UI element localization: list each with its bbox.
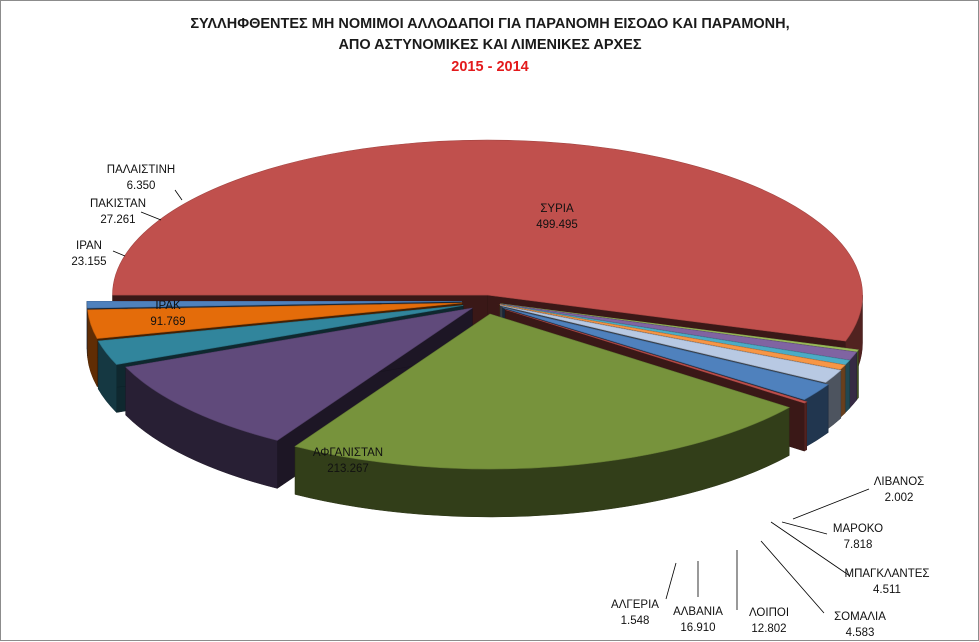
slice-label-name: ΠΑΚΙΣΤΑΝ <box>90 198 146 210</box>
leader-line <box>665 562 677 600</box>
slice-label-value: 499.495 <box>536 219 578 231</box>
slice-label-name: ΜΑΡΟΚΟ <box>833 523 883 535</box>
chart-subtitle: 2015 - 2014 <box>451 59 528 75</box>
slice-label-name: ΣΟΜΑΛΙΑ <box>834 611 886 623</box>
slice-label-name: ΑΛΓΕΡΙΑ <box>611 599 659 611</box>
pie-slice <box>294 313 790 518</box>
slice-label-value: 23.155 <box>71 256 106 268</box>
chart-title-line-1: ΣΥΛΛΗΦΘΕΝΤΕΣ ΜΗ ΝΟΜΙΜΟΙ ΑΛΛΟΔΑΠΟΙ ΓΙΑ ΠΑ… <box>190 16 789 32</box>
slice-label-name: ΑΦΓΑΝΙΣΤΑΝ <box>313 447 383 459</box>
leader-line <box>174 189 183 201</box>
leader-line <box>781 521 828 535</box>
leader-line <box>792 488 870 520</box>
slices-layer <box>86 139 863 518</box>
slice-label-name: ΛΙΒΑΝΟΣ <box>874 476 925 488</box>
slice-label-value: 213.267 <box>327 463 369 475</box>
slice-label-value: 4.511 <box>873 584 901 596</box>
slice-label-value: 2.002 <box>885 492 914 504</box>
leader-line <box>112 250 126 257</box>
slice-label-name: ΠΑΛΑΙΣΤΙΝΗ <box>107 164 175 176</box>
slice-label-value: 1.548 <box>621 615 650 627</box>
leader-line <box>760 540 825 614</box>
leader-line <box>770 521 851 577</box>
slice-label-name: ΜΠΑΓΚΛΑΝΤΕΣ <box>844 568 929 580</box>
slice-label-value: 7.818 <box>844 539 873 551</box>
slice-label-value: 6.350 <box>127 180 156 192</box>
slice-label-name: ΛΟΙΠΟΙ <box>749 607 789 619</box>
data-labels: ΣΥΡΙΑ 499.495 ΛΙΒΑΝΟΣ 2.002 ΜΑΡΟΚΟ 7.818 ΜΠΑΓΚ… <box>71 164 929 639</box>
leader-line <box>140 211 162 221</box>
slice-label-value: 4.583 <box>846 627 875 639</box>
slice-label-name: ΙΡΑΝ <box>76 240 102 252</box>
slice-label-name: ΑΛΒΑΝΙΑ <box>673 606 723 618</box>
slice-label-value: 16.910 <box>680 622 715 634</box>
slice-label-name: ΣΥΡΙΑ <box>540 203 574 215</box>
slice-label-value: 27.261 <box>100 214 135 226</box>
chart-title-line-2: ΑΠΟ ΑΣΤΥΝΟΜΙΚΕΣ ΚΑΙ ΛΙΜΕΝΙΚΕΣ ΑΡΧΕΣ <box>338 37 641 53</box>
slice-label-name: ΙΡΑΚ <box>155 300 181 312</box>
slice-label-value: 91.769 <box>150 316 185 328</box>
slice-label-value: 12.802 <box>751 623 786 635</box>
leader-lines <box>112 189 870 614</box>
